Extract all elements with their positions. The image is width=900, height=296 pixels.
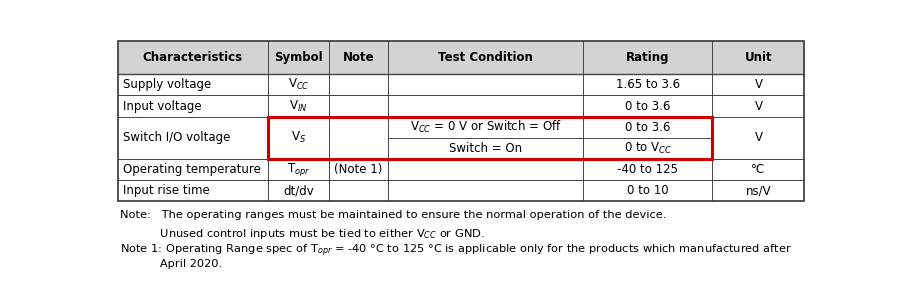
Text: Switch = On: Switch = On (449, 142, 522, 155)
Text: Unused control inputs must be tied to either V$_{CC}$ or GND.: Unused control inputs must be tied to ei… (121, 226, 485, 241)
Text: Switch I/O voltage: Switch I/O voltage (123, 131, 230, 144)
Text: April 2020.: April 2020. (121, 259, 222, 269)
Text: Note:   The operating ranges must be maintained to ensure the normal operation o: Note: The operating ranges must be maint… (121, 210, 667, 220)
Text: Operating temperature: Operating temperature (123, 163, 261, 176)
Text: (Note 1): (Note 1) (335, 163, 382, 176)
Text: T$_{opr}$: T$_{opr}$ (287, 161, 310, 178)
Text: -40 to 125: -40 to 125 (617, 163, 679, 176)
Text: V$_{CC}$ = 0 V or Switch = Off: V$_{CC}$ = 0 V or Switch = Off (410, 119, 562, 135)
Text: Input voltage: Input voltage (123, 99, 202, 112)
Text: Rating: Rating (626, 51, 670, 64)
Text: Note: Note (343, 51, 374, 64)
Bar (118, 74, 805, 202)
Text: Symbol: Symbol (274, 51, 323, 64)
Text: V: V (754, 131, 762, 144)
Text: Unit: Unit (744, 51, 772, 64)
Bar (118, 41, 805, 202)
Text: Note 1: Operating Range spec of T$_{opr}$ = -40 °C to 125 °C is applicable only : Note 1: Operating Range spec of T$_{opr}… (121, 243, 792, 259)
Text: 0 to V$_{CC}$: 0 to V$_{CC}$ (624, 141, 672, 156)
Bar (267, 117, 713, 159)
Text: V: V (754, 78, 762, 91)
Text: Supply voltage: Supply voltage (123, 78, 212, 91)
Text: 1.65 to 3.6: 1.65 to 3.6 (616, 78, 680, 91)
Text: V$_{IN}$: V$_{IN}$ (289, 99, 308, 114)
Text: dt/dv: dt/dv (284, 184, 314, 197)
Text: V$_{CC}$: V$_{CC}$ (288, 77, 310, 92)
Text: 0 to 3.6: 0 to 3.6 (626, 121, 670, 134)
Text: 0 to 10: 0 to 10 (627, 184, 669, 197)
Text: Test Condition: Test Condition (438, 51, 533, 64)
Text: °C: °C (752, 163, 766, 176)
Text: V: V (754, 99, 762, 112)
Text: Input rise time: Input rise time (123, 184, 210, 197)
Bar (118, 41, 805, 74)
Text: 0 to 3.6: 0 to 3.6 (626, 99, 670, 112)
Text: ns/V: ns/V (745, 184, 771, 197)
Text: Characteristics: Characteristics (143, 51, 243, 64)
Text: V$_{S}$: V$_{S}$ (291, 130, 306, 145)
